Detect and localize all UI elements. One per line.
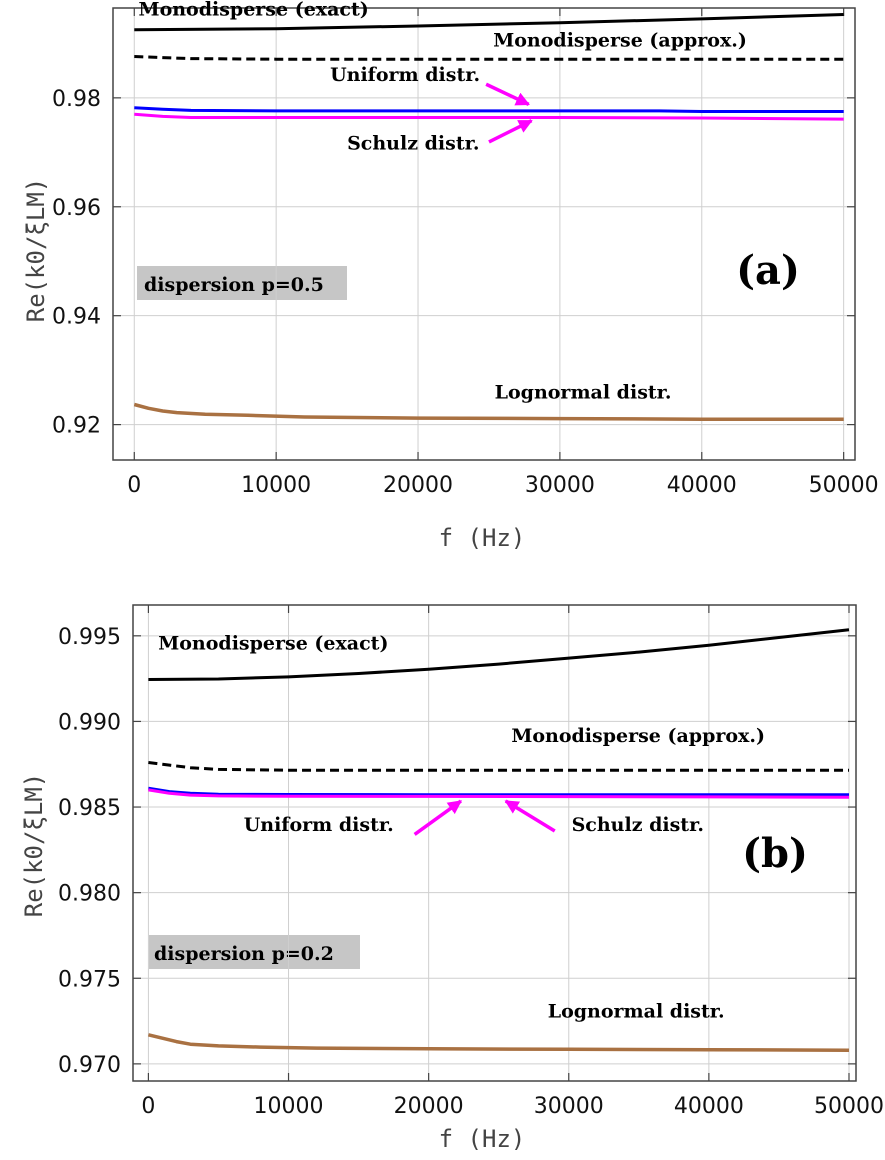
series-label: Monodisperse (approx.): [511, 725, 765, 747]
y-tick-label: 0.980: [58, 882, 121, 907]
plot-frame: [132, 604, 857, 1082]
series-line-lognormal-distr: [147, 1033, 850, 1052]
y-tick-label: 0.96: [52, 196, 101, 221]
series-label: Uniform distr.: [244, 814, 394, 836]
x-tick-label: 30000: [534, 1094, 604, 1119]
x-tick-label: 30000: [525, 473, 595, 498]
y-tick-label: 0.94: [52, 305, 101, 330]
y-tick-label: 0.990: [58, 710, 121, 735]
series-label: Schulz distr.: [572, 814, 704, 836]
y-tick-label: 0.985: [58, 796, 121, 821]
x-tick-label: 20000: [394, 1094, 464, 1119]
y-tick-label: 0.975: [58, 967, 121, 992]
series-line-schulz-distr: [148, 788, 850, 799]
pointer-arrow: [413, 799, 463, 836]
series-label: Lognormal distr.: [548, 1001, 725, 1023]
y-axis-title: Re(k0/ξLM): [22, 178, 50, 323]
series-label: Monodisperse (exact): [158, 633, 388, 655]
y-axis-title: Re(k0/ξLM): [20, 773, 48, 918]
pointer-arrow: [504, 799, 556, 833]
series-label: Monodisperse (exact): [139, 0, 369, 21]
x-tick-label: 10000: [241, 473, 311, 498]
series-label: Schulz distr.: [347, 133, 479, 155]
series-line-uniform-distr: [148, 786, 849, 797]
x-tick-label: 50000: [814, 1094, 884, 1119]
x-tick-label: 20000: [383, 473, 453, 498]
dispersion-label: dispersion p=0.2: [154, 943, 334, 965]
series-line-monodisperse-exact: [134, 13, 844, 32]
y-tick-label: 0.970: [58, 1053, 121, 1078]
panel-label: (b): [742, 830, 808, 877]
x-tick-label: 40000: [674, 1094, 744, 1119]
dispersion-label-bg: [149, 935, 360, 969]
y-tick-label: 0.995: [58, 625, 121, 650]
panel-b: Re(k0/ξLM) f (Hz) (b) dispersion p=0.2 0…: [20, 604, 884, 1153]
series-line-uniform-distr: [134, 106, 844, 113]
x-tick-label: 0: [127, 473, 141, 498]
series-line-schulz-distr: [134, 112, 844, 121]
series-label: Monodisperse (approx.): [493, 30, 747, 52]
series-line-monodisperse-exact: [148, 628, 850, 681]
series-line-monodisperse-approx: [148, 761, 849, 772]
x-tick-label: 0: [141, 1094, 155, 1119]
pointer-arrow: [485, 82, 530, 106]
pointer-arrow: [488, 119, 533, 144]
panel-a: Re(k0/ξLM) f (Hz) (a) dispersion p=0.5 0…: [22, 0, 879, 552]
x-axis-title: f (Hz): [439, 1125, 526, 1153]
y-tick-label: 0.92: [52, 414, 101, 439]
dispersion-label: dispersion p=0.5: [144, 274, 324, 296]
x-axis-title: f (Hz): [439, 524, 526, 552]
x-tick-label: 40000: [667, 473, 737, 498]
plot-frame: [112, 7, 856, 461]
dispersion-label-bg: [137, 266, 347, 300]
x-tick-label: 50000: [809, 473, 879, 498]
x-tick-label: 10000: [254, 1094, 324, 1119]
series-label: Uniform distr.: [330, 64, 480, 86]
y-tick-label: 0.98: [52, 87, 101, 112]
series-line-lognormal-distr: [133, 402, 844, 421]
series-label: Lognormal distr.: [495, 381, 672, 403]
series-line-monodisperse-approx: [134, 55, 844, 61]
panel-label: (a): [736, 247, 800, 294]
